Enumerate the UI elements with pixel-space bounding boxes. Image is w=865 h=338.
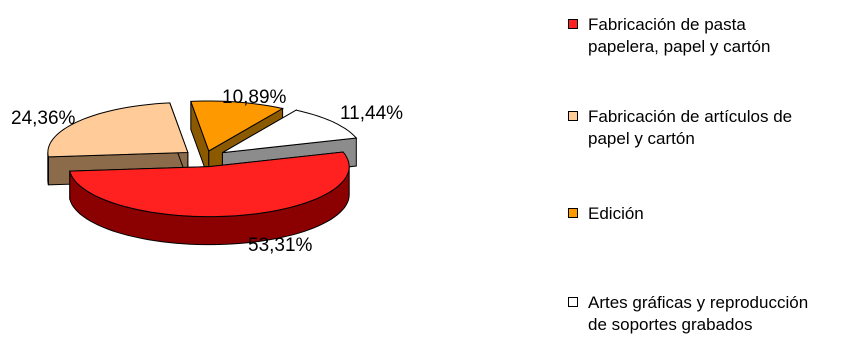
- data-label-slice-0: 53,31%: [248, 235, 313, 256]
- data-label-slice-1: 24,36%: [11, 108, 76, 129]
- legend-label-slice-2: Edición: [588, 204, 644, 223]
- legend-swatch-slice-3: [568, 297, 578, 307]
- legend-item-slice-0: Fabricación de pasta papelera, papel y c…: [568, 14, 865, 58]
- legend-item-slice-2: Edición: [568, 203, 865, 225]
- legend-swatch-slice-1: [568, 111, 578, 121]
- legend-item-slice-3: Artes gráficas y reproducción de soporte…: [568, 292, 865, 336]
- legend-swatch-slice-0: [568, 19, 578, 29]
- legend-item-slice-1: Fabricación de artículos de papel y cart…: [568, 106, 865, 150]
- pie-slice-0: [69, 151, 350, 246]
- legend-swatch-slice-2: [568, 208, 578, 218]
- legend-label-slice-0: Fabricación de pasta papelera, papel y c…: [588, 15, 771, 56]
- data-label-slice-3: 11,44%: [340, 103, 404, 124]
- legend-label-slice-1: Fabricación de artículos de papel y cart…: [588, 107, 793, 148]
- legend-label-slice-3: Artes gráficas y reproducción de soporte…: [588, 293, 809, 334]
- pie-plot-area: [47, 100, 358, 246]
- data-label-slice-2: 10,89%: [222, 87, 287, 108]
